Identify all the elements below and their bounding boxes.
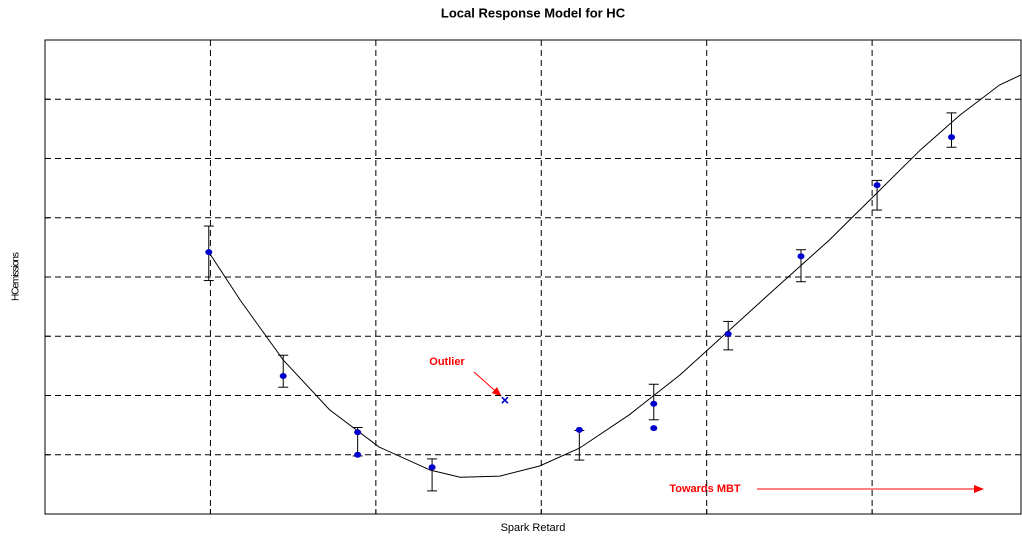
annotation-arrow [473,371,502,397]
data-point [948,134,956,141]
chart-title: Local Response Model for HC [441,5,626,20]
annotation: Outlier [429,356,465,368]
data-point [428,464,436,471]
data-point [873,182,881,189]
data-point [650,425,658,432]
data-point [724,330,732,337]
data-point [354,429,362,436]
outlier-point [501,396,509,404]
annotation: Towards MBT [669,483,741,495]
error-bar [946,112,957,148]
plot-frame [44,39,1022,515]
data-point [650,400,658,407]
error-bar [278,354,289,388]
data-point [279,372,287,379]
y-axis-label: HCemissions [11,252,22,301]
data-point [797,253,805,260]
model-line [208,74,1022,478]
data-point [205,249,213,256]
x-axis-label: Spark Retard [501,522,566,534]
data-point [575,426,583,433]
data-point [354,451,362,458]
